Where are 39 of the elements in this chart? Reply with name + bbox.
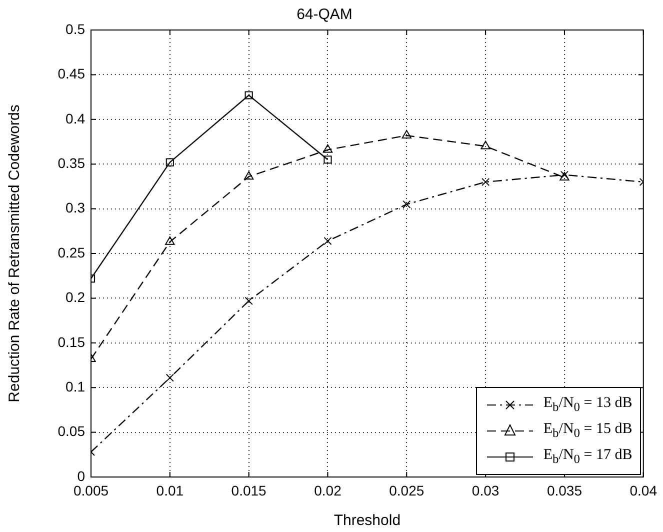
point [166, 158, 174, 166]
x-axis-title: Threshold [334, 512, 401, 530]
point [165, 236, 175, 245]
x-tick-label: 0.015 [231, 482, 267, 498]
point [322, 144, 333, 153]
x-tick-label: 0.005 [73, 482, 109, 498]
point [402, 130, 412, 138]
point [480, 140, 490, 150]
y-tick-label: 0.35 [58, 154, 86, 171]
point [560, 172, 570, 181]
point [244, 171, 254, 180]
point [244, 91, 253, 100]
point [402, 200, 411, 208]
y-tick-label: 0.1 [66, 378, 86, 394]
point [244, 296, 253, 305]
y-tick-label: 0 [77, 468, 86, 484]
y-tick-label: 0.2 [66, 289, 86, 306]
y-tick-label: 0.25 [58, 244, 86, 260]
y-axis-title: Reduction Rate of Retransmitted Codewords [6, 104, 24, 402]
point [166, 374, 174, 382]
point [324, 236, 332, 246]
x-tick-label: 0.025 [389, 482, 424, 498]
y-tick-label: 0.3 [66, 200, 86, 216]
y-tick-label: 0.15 [58, 334, 86, 350]
x-tick-label: 0.04 [630, 482, 658, 498]
y-tick-label: 0.45 [58, 66, 86, 82]
x-tick-label: 0.03 [472, 482, 500, 498]
point [324, 156, 332, 164]
x-tick-label: 0.035 [546, 482, 582, 498]
legend-label: E$_{b}$/N$_{0}$ = 17 dB [543, 447, 632, 467]
chart-title: 64-QAM [296, 6, 352, 24]
point [482, 178, 490, 186]
y-tick-label: 0.4 [66, 110, 86, 126]
legend-label: E$_{b}$/N$_{0}$ = 15 dB [543, 421, 632, 441]
y-tick-label: 0.5 [66, 20, 86, 37]
x-tick-label: 0.01 [156, 482, 184, 498]
legend-label: E$_{b}$/N$_{0}$ = 13 dB [543, 395, 632, 415]
x-tick-label: 0.02 [314, 482, 342, 498]
y-tick-label: 0.05 [58, 423, 86, 440]
